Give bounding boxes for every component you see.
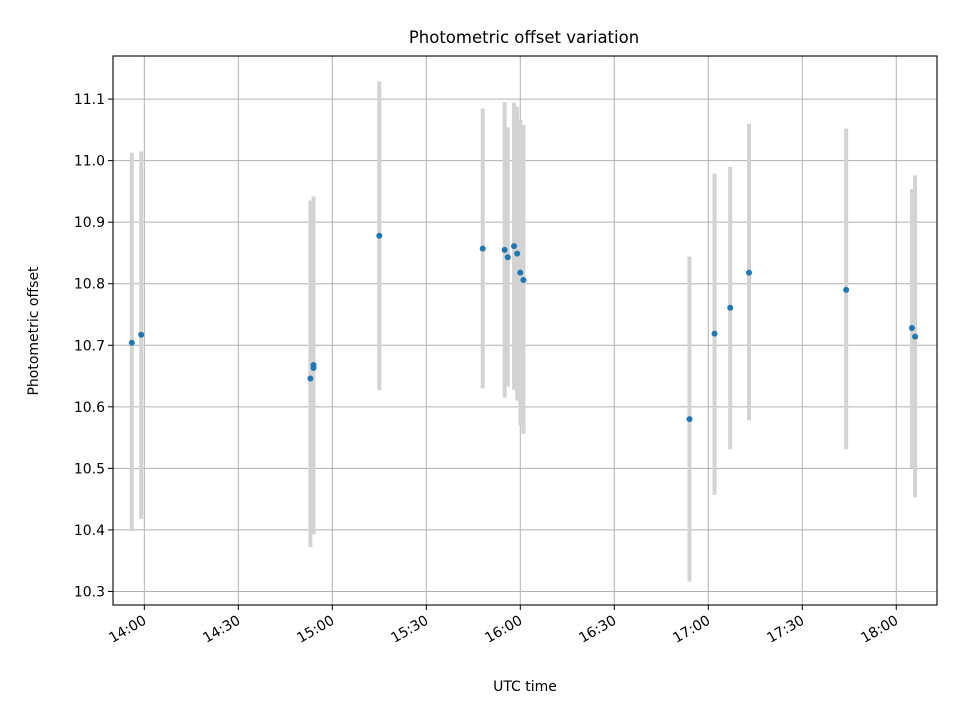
y-tick-label: 10.9 [74,215,105,231]
data-point [727,304,734,311]
y-tick-label: 10.6 [74,400,105,416]
y-tick-label: 10.7 [74,338,105,354]
data-point [128,339,135,346]
x-tick-label: 18:00 [858,613,901,647]
y-tick-label: 11.1 [74,92,105,108]
y-tick-label: 10.3 [74,584,105,600]
plot-frame [112,55,938,606]
data-point [517,269,524,276]
data-points [128,232,919,423]
y-axis-label: Photometric offset [26,266,42,396]
x-tick-label: 15:30 [388,613,431,647]
error-bars [129,81,918,582]
data-point [511,243,518,250]
data-point [514,250,521,257]
x-axis-label: UTC time [493,679,557,695]
data-point [138,331,145,338]
axis-ticks: 14:00 14:30 15:00 15:30 16:00 16:30 17:00 17:30… [74,92,901,647]
data-point [746,269,753,276]
data-point [376,232,383,239]
data-point [504,254,511,261]
data-point [310,361,317,368]
y-tick-label: 10.4 [74,523,105,539]
x-tick-label: 14:00 [106,613,149,647]
data-point [479,245,486,252]
x-tick-label: 16:00 [482,613,525,647]
x-tick-label: 15:00 [294,613,337,647]
data-point [686,416,693,423]
data-point [501,246,508,253]
data-point [520,277,527,284]
x-tick-label: 14:30 [200,613,243,647]
data-point [912,333,919,340]
y-tick-label: 10.8 [74,277,105,293]
data-point [711,330,718,337]
data-point [908,325,915,332]
x-tick-label: 17:00 [670,613,713,647]
x-tick-label: 17:30 [764,613,807,647]
chart-title: Photometric offset variation [409,28,639,47]
data-point [307,375,314,382]
x-tick-label: 16:30 [576,613,619,647]
data-point [843,286,850,293]
y-tick-label: 10.5 [74,461,105,477]
y-tick-label: 11.0 [74,154,105,170]
